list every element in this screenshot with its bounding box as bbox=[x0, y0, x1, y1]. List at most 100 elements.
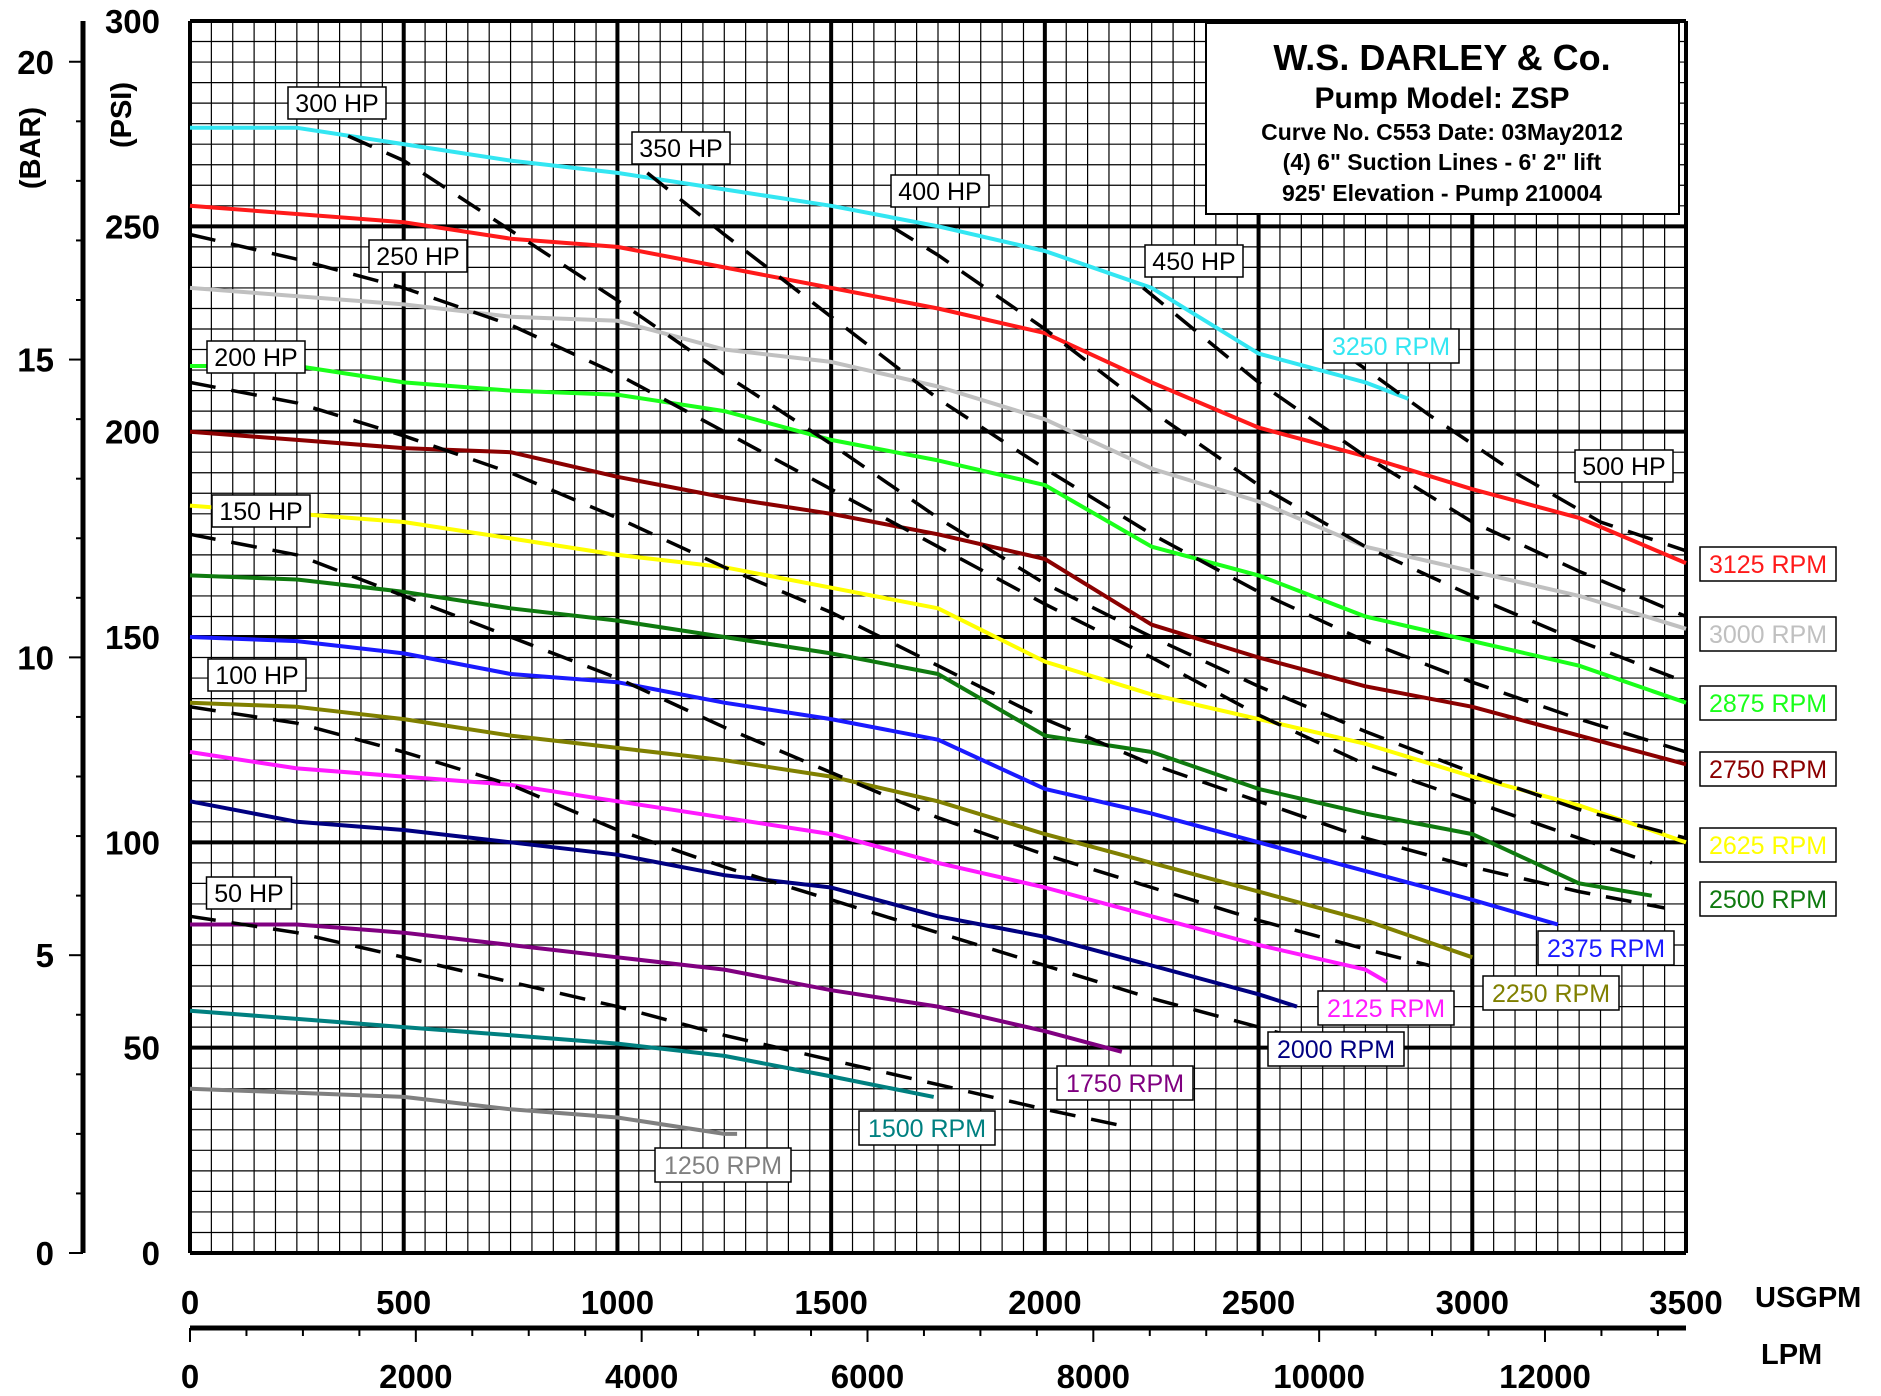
bar-tick-label: 5 bbox=[36, 937, 54, 974]
svg-text:250 HP: 250 HP bbox=[376, 243, 459, 271]
info-box-frame bbox=[1205, 22, 1680, 215]
x-primary-unit-label: USGPM bbox=[1755, 1282, 1861, 1314]
rpm-label-2500-rpm: 2500 RPM bbox=[1699, 881, 1837, 917]
lpm-tick-label: 2000 bbox=[379, 1358, 452, 1395]
bar-tick-label: 20 bbox=[17, 44, 54, 81]
hp-curves bbox=[189, 134, 1687, 1128]
rpm-curve-3125-rpm bbox=[189, 203, 1687, 565]
rpm-curve-2875-rpm bbox=[190, 364, 1687, 705]
svg-text:1500 RPM: 1500 RPM bbox=[868, 1115, 986, 1143]
usgpm-tick-label: 2500 bbox=[1222, 1284, 1295, 1321]
usgpm-tick-label: 1500 bbox=[794, 1284, 867, 1321]
bar-tick-label: 15 bbox=[17, 342, 54, 379]
usgpm-tick-label: 3500 bbox=[1649, 1284, 1722, 1321]
svg-text:2875 RPM: 2875 RPM bbox=[1709, 690, 1827, 718]
svg-text:1250 RPM: 1250 RPM bbox=[664, 1152, 782, 1180]
hp-label-300-hp: 300 HP bbox=[287, 86, 387, 120]
svg-text:3125 RPM: 3125 RPM bbox=[1709, 551, 1827, 579]
hp-curve-350-hp bbox=[646, 171, 1687, 754]
usgpm-tick-label: 3000 bbox=[1436, 1284, 1509, 1321]
y-secondary-unit-label: (BAR) bbox=[15, 107, 47, 189]
rpm-curve-2000-rpm bbox=[189, 799, 1298, 1009]
psi-tick-label: 100 bbox=[105, 824, 160, 861]
svg-text:400 HP: 400 HP bbox=[898, 178, 981, 206]
info-company: W.S. DARLEY & Co. bbox=[1273, 37, 1610, 78]
hp-curve-50-hp bbox=[189, 914, 1123, 1128]
info-curve: Curve No. C553 Date: 03May2012 bbox=[1261, 119, 1623, 145]
hp-curve-150-hp bbox=[189, 532, 1430, 968]
psi-tick-label: 250 bbox=[105, 208, 160, 245]
rpm-curve-2500-rpm bbox=[189, 573, 1653, 898]
svg-text:2625 RPM: 2625 RPM bbox=[1709, 832, 1827, 860]
svg-text:2125 RPM: 2125 RPM bbox=[1327, 995, 1445, 1023]
hp-label-250-hp: 250 HP bbox=[368, 239, 468, 273]
axes bbox=[69, 21, 1686, 1342]
rpm-label-2625-rpm: 2625 RPM bbox=[1699, 827, 1837, 863]
info-elevation: 925' Elevation - Pump 210004 bbox=[1282, 180, 1602, 206]
rpm-label-2375-rpm: 2375 RPM bbox=[1537, 930, 1675, 966]
rpm-label-3000-rpm: 3000 RPM bbox=[1699, 616, 1837, 652]
info-box: W.S. DARLEY & Co. Pump Model: ZSP Curve … bbox=[1205, 22, 1680, 215]
hp-label-50-hp: 50 HP bbox=[205, 876, 293, 910]
rpm-label-3125-rpm: 3125 RPM bbox=[1699, 546, 1837, 582]
rpm-curve-2375-rpm bbox=[189, 635, 1559, 927]
usgpm-tick-label: 500 bbox=[376, 1284, 431, 1321]
rpm-label-1250-rpm: 1250 RPM bbox=[654, 1147, 792, 1183]
lpm-tick-label: 12000 bbox=[1499, 1358, 1591, 1395]
hp-curve-500-hp bbox=[1343, 352, 1687, 553]
hp-curve-450-hp bbox=[1142, 286, 1687, 619]
rpm-curve-1250-rpm bbox=[189, 1086, 738, 1136]
rpm-curve-1750-rpm bbox=[190, 922, 1123, 1054]
rpm-label-1500-rpm: 1500 RPM bbox=[858, 1110, 996, 1146]
rpm-curve-1500-rpm bbox=[189, 1008, 935, 1099]
rpm-label-2125-rpm: 2125 RPM bbox=[1317, 990, 1455, 1026]
major-grid bbox=[188, 19, 1688, 1255]
info-suction: (4) 6" Suction Lines - 6' 2" lift bbox=[1283, 149, 1602, 175]
rpm-curves bbox=[189, 125, 1687, 1136]
rpm-curve-2625-rpm bbox=[189, 503, 1687, 845]
svg-text:3000 RPM: 3000 RPM bbox=[1709, 621, 1827, 649]
rpm-label-2250-rpm: 2250 RPM bbox=[1482, 975, 1620, 1011]
bar-tick-label: 0 bbox=[36, 1235, 54, 1272]
rpm-label-2000-rpm: 2000 RPM bbox=[1267, 1031, 1405, 1067]
psi-tick-label: 150 bbox=[105, 619, 160, 656]
hp-curve-400-hp bbox=[890, 224, 1687, 684]
hp-label-500-hp: 500 HP bbox=[1574, 449, 1674, 483]
lpm-tick-label: 10000 bbox=[1273, 1358, 1365, 1395]
hp-curve-100-hp bbox=[189, 705, 1362, 1058]
svg-text:300 HP: 300 HP bbox=[295, 90, 378, 118]
hp-label-150-hp: 150 HP bbox=[211, 494, 311, 528]
hp-label-200-hp: 200 HP bbox=[206, 340, 306, 374]
svg-text:150 HP: 150 HP bbox=[219, 498, 302, 526]
rpm-label-1750-rpm: 1750 RPM bbox=[1056, 1065, 1194, 1101]
svg-text:100 HP: 100 HP bbox=[215, 662, 298, 690]
lpm-tick-label: 6000 bbox=[831, 1358, 904, 1395]
usgpm-tick-label: 0 bbox=[181, 1284, 199, 1321]
hp-label-100-hp: 100 HP bbox=[207, 658, 307, 692]
psi-tick-label: 0 bbox=[142, 1235, 160, 1272]
svg-text:2250 RPM: 2250 RPM bbox=[1492, 980, 1610, 1008]
usgpm-tick-label: 2000 bbox=[1008, 1284, 1081, 1321]
info-model: Pump Model: ZSP bbox=[1315, 82, 1570, 115]
rpm-curve-3250-rpm bbox=[190, 125, 1409, 401]
hp-labels: 300 HP 350 HP 400 HP 450 HP 250 HP 200 HP 150 … bbox=[205, 86, 1674, 910]
bar-tick-label: 10 bbox=[17, 639, 54, 676]
rpm-curve-2250-rpm bbox=[189, 700, 1473, 960]
psi-tick-label: 50 bbox=[123, 1030, 160, 1067]
rpm-label-2750-rpm: 2750 RPM bbox=[1699, 751, 1837, 787]
svg-text:50 HP: 50 HP bbox=[214, 880, 283, 908]
hp-curve-300-hp bbox=[347, 134, 1687, 840]
psi-tick-label: 300 bbox=[105, 3, 160, 40]
svg-text:500 HP: 500 HP bbox=[1582, 453, 1665, 481]
svg-text:350 HP: 350 HP bbox=[639, 135, 722, 163]
hp-label-350-hp: 350 HP bbox=[631, 131, 731, 165]
svg-text:200 HP: 200 HP bbox=[214, 344, 297, 372]
svg-text:2500 RPM: 2500 RPM bbox=[1709, 886, 1827, 914]
lpm-tick-label: 8000 bbox=[1057, 1358, 1130, 1395]
rpm-label-3250-rpm: 3250 RPM bbox=[1322, 328, 1460, 364]
rpm-curve-3000-rpm bbox=[189, 285, 1687, 631]
svg-text:2000 RPM: 2000 RPM bbox=[1277, 1036, 1395, 1064]
y-primary-unit-label: (PSI) bbox=[106, 82, 138, 148]
